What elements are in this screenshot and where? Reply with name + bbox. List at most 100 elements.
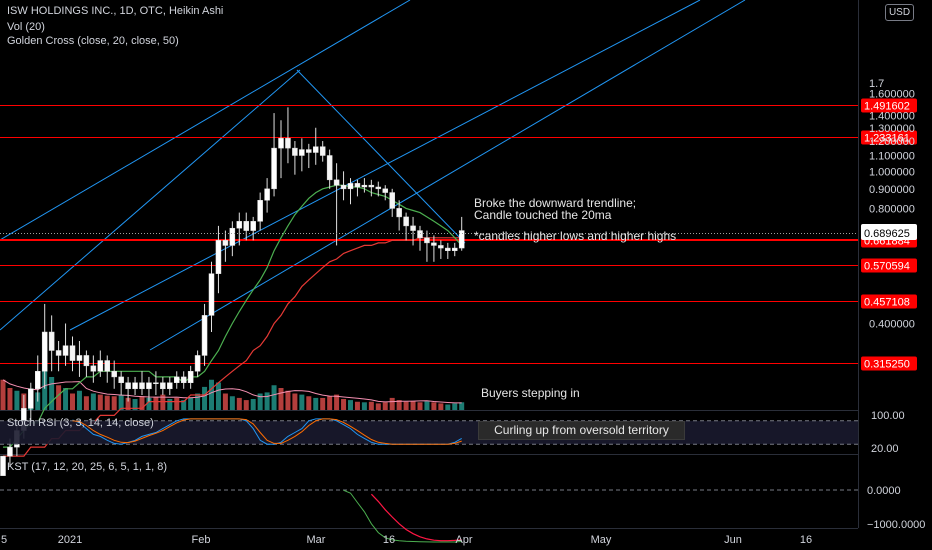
volume-bar	[334, 394, 340, 410]
candle-body	[313, 146, 319, 153]
candle-body	[55, 350, 62, 356]
price-axis-label: 0.400000	[869, 319, 915, 331]
candle-body	[375, 186, 382, 190]
volume-bar	[97, 394, 103, 410]
trend-lines	[0, 0, 746, 351]
downtrend-line	[296, 69, 466, 244]
volume-bar	[348, 400, 353, 410]
volume-bar	[132, 399, 138, 410]
candle-body	[118, 376, 124, 383]
candle-body	[229, 227, 236, 246]
level-label: 0.315250	[864, 359, 910, 371]
candle-body	[368, 184, 375, 188]
time-axis-label: 2021	[58, 534, 82, 546]
volume-bar	[368, 401, 374, 410]
candle-body	[83, 355, 90, 367]
volume-bar	[7, 388, 13, 410]
candle-body	[174, 376, 180, 383]
volume-bar	[327, 396, 333, 410]
candle-body	[132, 382, 138, 390]
candle-body	[264, 188, 270, 201]
annotation-trendline-2: Candle touched the 20ma	[474, 208, 612, 222]
candle-body	[250, 221, 256, 231]
level-label-bg	[861, 258, 917, 273]
volume-bar	[417, 402, 423, 410]
volume-bar	[396, 400, 402, 410]
price-marker: 0.689625	[864, 228, 910, 240]
candle-body	[139, 382, 145, 390]
volume-bar	[250, 399, 256, 410]
golden-cross-legend: Golden Cross (close, 20, close, 50)	[7, 35, 179, 47]
volume-bar	[375, 403, 381, 410]
volume-bar	[0, 379, 6, 410]
kst-legend: KST (17, 12, 20, 25, 6, 5, 1, 1, 8)	[7, 461, 168, 473]
volume-bar	[403, 401, 409, 410]
candle-body	[208, 273, 215, 316]
volume-bar	[153, 396, 159, 410]
candle-body	[236, 221, 243, 229]
candle-body	[180, 376, 187, 383]
candle-body	[104, 360, 110, 372]
volume-bar	[389, 397, 395, 410]
volume-bar	[167, 399, 173, 410]
volume-bar	[49, 377, 55, 410]
chart-title: ISW HOLDINGS INC., 1D, OTC, Heikin Ashi	[7, 5, 224, 17]
price-axis-label: 1.000000	[869, 166, 915, 178]
level-label: 1.491602	[864, 101, 910, 113]
annotation-rsi: Curling up from oversold territory	[478, 421, 685, 440]
level-label-bg	[861, 130, 917, 145]
volume-bar	[202, 386, 208, 410]
volume-bar	[90, 393, 96, 410]
candle-body	[452, 247, 458, 251]
kst-signal-line	[370, 493, 462, 542]
candle-body	[403, 216, 409, 227]
volume-bar	[56, 385, 62, 410]
candle-body	[97, 360, 104, 372]
volume-bar	[452, 403, 458, 410]
currency-button[interactable]: USD	[885, 4, 914, 21]
candle-body	[35, 371, 41, 390]
candle-body	[326, 155, 333, 181]
volume-bar	[264, 392, 270, 410]
time-axis-label: Feb	[192, 534, 211, 546]
volume-bar	[313, 397, 319, 410]
annotation-trendline-1: Broke the downward trendline;	[474, 196, 637, 210]
time-axis-label: 5	[1, 534, 7, 546]
volume-bar	[424, 401, 430, 410]
candle-body	[125, 382, 131, 390]
candle-body	[271, 147, 277, 190]
stoch-rsi-legend: Stoch RSI (3, 3, 14, 14, close)	[7, 417, 154, 429]
candles	[0, 107, 465, 476]
volume-bar	[445, 404, 451, 410]
candle-body	[306, 149, 312, 153]
annotation-buyers: Buyers stepping in	[481, 386, 580, 400]
volume-bar	[118, 394, 124, 410]
volume-bar	[354, 401, 360, 410]
volume-bar	[320, 397, 326, 410]
trend-line	[69, 0, 701, 331]
volume-bar	[292, 393, 298, 410]
candle-body	[354, 183, 361, 188]
volume-bar	[382, 402, 388, 410]
price-axis-label: 0.900000	[869, 184, 915, 196]
candle-body	[333, 179, 340, 186]
candle-body	[111, 371, 117, 378]
time-axis-label: Jun	[724, 534, 742, 546]
volume-bar	[215, 382, 221, 410]
candle-body	[257, 200, 263, 222]
volume-bar	[229, 396, 235, 410]
price-axis-label: 1.600000	[869, 88, 915, 100]
volume-bar	[306, 396, 312, 410]
time-axis-label: 16	[383, 534, 395, 546]
level-label-bg	[861, 98, 917, 113]
candle-body	[382, 188, 388, 193]
volume-bar	[125, 397, 131, 410]
volume-bar	[174, 397, 180, 410]
trend-line	[0, 69, 301, 331]
volume-bar	[459, 402, 465, 410]
volume-bar	[14, 390, 20, 410]
candle-body	[340, 184, 347, 190]
price-axis-label: 1.400000	[869, 110, 915, 122]
kst-axis-label: −1000.0000	[867, 519, 925, 531]
